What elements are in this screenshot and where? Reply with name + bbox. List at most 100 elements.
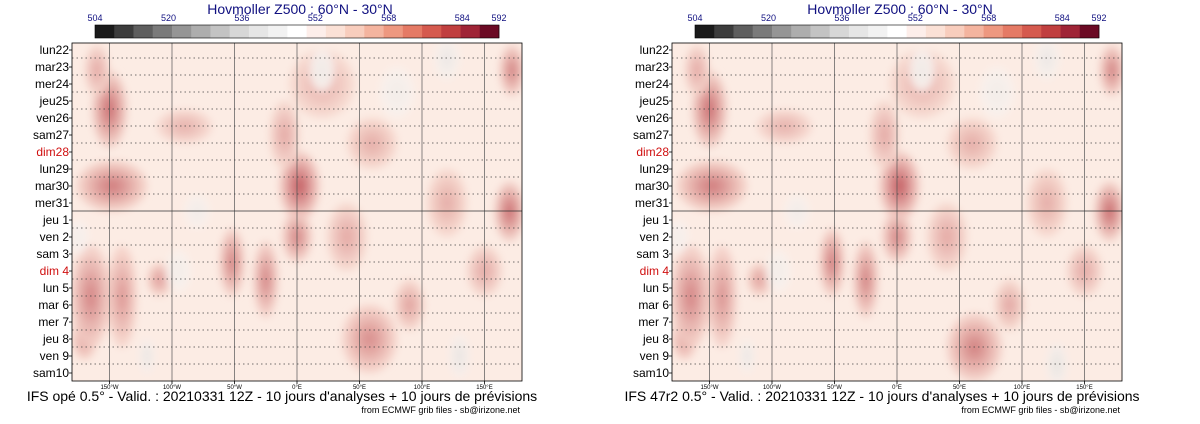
colorbar-tick-label: 592 <box>1091 13 1106 23</box>
x-tick-label: 50°W <box>227 385 242 391</box>
colorbar-swatch <box>829 25 850 38</box>
colorbar-swatch <box>95 25 115 38</box>
y-tick-label: sam 3 <box>36 247 69 261</box>
colorbar-swatch <box>752 25 773 38</box>
heatmap-field <box>672 43 1122 381</box>
y-tick-label: mar30 <box>35 179 69 193</box>
trough-blob <box>457 350 462 362</box>
colorbar-tick-label: 504 <box>687 13 702 23</box>
colorbar: 504 520 536 552 568 584 592 <box>687 13 1107 39</box>
y-tick-label: mar23 <box>635 60 669 74</box>
trough-blob <box>992 86 1002 99</box>
y-axis: lun22 mar23 mer24 jeu25 ven26 sam27 dim28 lun29… <box>33 43 72 380</box>
y-tick-label-sunday: dim28 <box>36 145 69 159</box>
ridge-blob <box>718 283 726 310</box>
ridge-blob <box>508 64 516 77</box>
x-axis: 150°W 100°W 50°W 0°E 50°E 100°E 150°E <box>100 381 493 391</box>
y-tick-label: mar 6 <box>638 298 669 312</box>
colorbar-swatch <box>114 25 134 38</box>
ridge-blob <box>756 275 763 284</box>
ridge-blob <box>1108 64 1116 77</box>
ridge-blob <box>93 64 101 77</box>
x-tick-label: 50°E <box>353 385 366 391</box>
y-tick-label: sam27 <box>33 128 69 142</box>
x-tick-label: 150°E <box>476 385 492 391</box>
colorbar-swatch <box>771 25 792 38</box>
x-tick-label: 150°E <box>1076 385 1092 391</box>
colorbar-swatch <box>479 25 500 38</box>
ridge-blob <box>828 254 836 271</box>
colorbar-swatch <box>964 25 984 38</box>
y-tick-label: sam10 <box>633 366 669 380</box>
x-tick-label: 0°E <box>292 385 302 391</box>
ridge-blob <box>693 64 701 77</box>
y-tick-label: jeu 8 <box>42 332 69 346</box>
x-tick-label: 100°E <box>414 385 430 391</box>
colorbar-swatch <box>1041 25 1061 38</box>
colorbar-swatch <box>887 25 907 38</box>
colorbar-swatch <box>268 25 288 38</box>
ridge-blob <box>965 137 979 150</box>
colorbar-swatch <box>325 25 346 38</box>
colorbar: 504 520 536 552 568 584 592 <box>87 13 507 39</box>
hovmoller-chart-ope: Hovmoller Z500 : 60°N - 30°N 504 520 536 552… <box>27 1 537 415</box>
hovmoller-chart-47r2: Hovmoller Z500 : 60°N - 30°N 504 520 536 552… <box>624 1 1139 415</box>
colorbar-swatch <box>306 25 327 38</box>
y-tick-label: mer 7 <box>638 315 669 329</box>
colorbar-frame <box>94 24 500 39</box>
y-tick-label-sunday: dim 4 <box>40 264 70 278</box>
colorbar-swatch <box>945 25 965 38</box>
y-tick-label: mer31 <box>35 196 69 210</box>
ridge-blob <box>280 126 289 144</box>
colorbar-swatch <box>714 25 734 38</box>
y-tick-label: mer24 <box>35 77 69 91</box>
trough-blob <box>443 53 451 64</box>
y-tick-label: lun22 <box>40 43 70 57</box>
colorbar-tick-label: 536 <box>834 13 849 23</box>
y-tick-label: sam27 <box>633 128 669 142</box>
y-tick-label: lun22 <box>640 43 670 57</box>
y-tick-label: mer24 <box>635 77 669 91</box>
ridge-blob <box>118 283 126 310</box>
colorbar-swatch <box>191 25 211 38</box>
x-tick-label: 50°W <box>827 385 842 391</box>
ridge-blob <box>294 177 305 195</box>
colorbar-swatch <box>383 25 404 38</box>
colorbar-swatch <box>229 25 250 38</box>
trough-blob <box>75 232 81 242</box>
y-tick-label: mer31 <box>635 196 669 210</box>
colorbar-swatch <box>1022 25 1042 38</box>
y-tick-label: ven 9 <box>640 349 670 363</box>
heatmap-field <box>72 43 522 381</box>
ridge-blob <box>967 339 982 356</box>
ridge-blob <box>505 204 514 219</box>
colorbar-swatch <box>868 25 888 38</box>
trough-blob <box>1054 359 1060 370</box>
y-tick-label-sunday: dim 4 <box>640 264 670 278</box>
y-tick-label: mer 7 <box>38 315 69 329</box>
hovmoller-panel-47r2: Hovmoller Z500 : 60°N - 30°N 504 520 536 552… <box>600 0 1200 424</box>
run-info-footer: IFS opé 0.5° - Valid. : 20210331 12Z - 1… <box>27 388 537 404</box>
ridge-blob <box>1042 194 1052 212</box>
colorbar-swatch <box>733 25 754 38</box>
ridge-blob <box>703 179 721 193</box>
ridge-blob <box>942 228 952 246</box>
trough-blob <box>145 351 149 361</box>
colorbar-swatch <box>171 25 192 38</box>
colorbar-tick-label: 552 <box>308 13 323 23</box>
colorbar-swatch <box>345 25 365 38</box>
trough-blob <box>392 86 402 99</box>
colorbar-tick-label: 592 <box>491 13 506 23</box>
run-info-footer: IFS 47r2 0.5° - Valid. : 20210331 12Z - … <box>624 388 1139 404</box>
x-tick-label: 50°E <box>953 385 966 391</box>
colorbar-swatch <box>422 25 442 38</box>
trough-blob <box>175 265 182 277</box>
y-tick-label: lun 5 <box>43 281 69 295</box>
trough-blob <box>775 265 782 277</box>
colorbar-swatch <box>364 25 384 38</box>
x-tick-label: 150°W <box>100 385 118 391</box>
colorbar-swatch <box>983 25 1004 38</box>
ridge-blob <box>894 177 905 195</box>
trough-blob <box>918 65 926 76</box>
colorbar-tick-label: 552 <box>908 13 923 23</box>
